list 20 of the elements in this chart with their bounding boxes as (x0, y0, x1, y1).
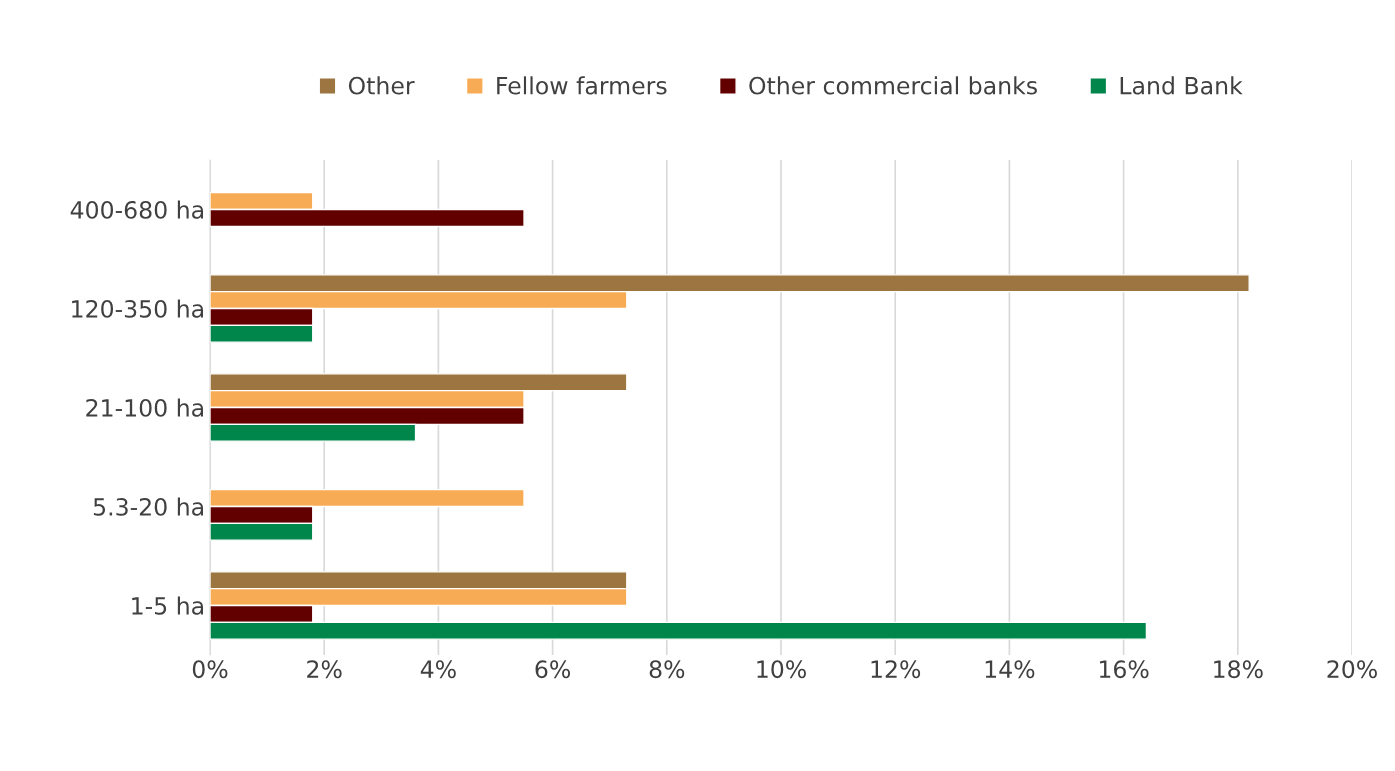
x-tick-label: 4% (420, 660, 456, 679)
y-tick-label: 400-680 ha (70, 200, 203, 219)
legend-label: Fellow farmers (497, 76, 667, 95)
legend-label: Other (348, 76, 415, 95)
x-tick-label: 0% (192, 660, 228, 679)
y-tick-label: 120-350 ha (72, 299, 203, 318)
x-tick-label: 20% (1327, 660, 1377, 679)
y-tick-label: 1-5 ha (132, 596, 203, 615)
x-tick-label: 12% (871, 660, 921, 679)
y-tick-label: 5.3-20 ha (93, 497, 203, 516)
x-tick-label: 14% (985, 660, 1035, 679)
y-tick-label: 21-100 ha (86, 398, 203, 417)
legend-label: Other commercial banks (749, 76, 1037, 95)
x-tick-label: 18% (1214, 660, 1263, 679)
x-tick-label: 16% (1099, 660, 1149, 679)
legend-label: Land Bank (1120, 76, 1243, 95)
x-tick-label: 6% (535, 660, 571, 679)
x-tick-label: 2% (307, 660, 342, 679)
x-tick-label: 8% (649, 660, 685, 679)
x-tick-label: 10% (757, 660, 806, 679)
